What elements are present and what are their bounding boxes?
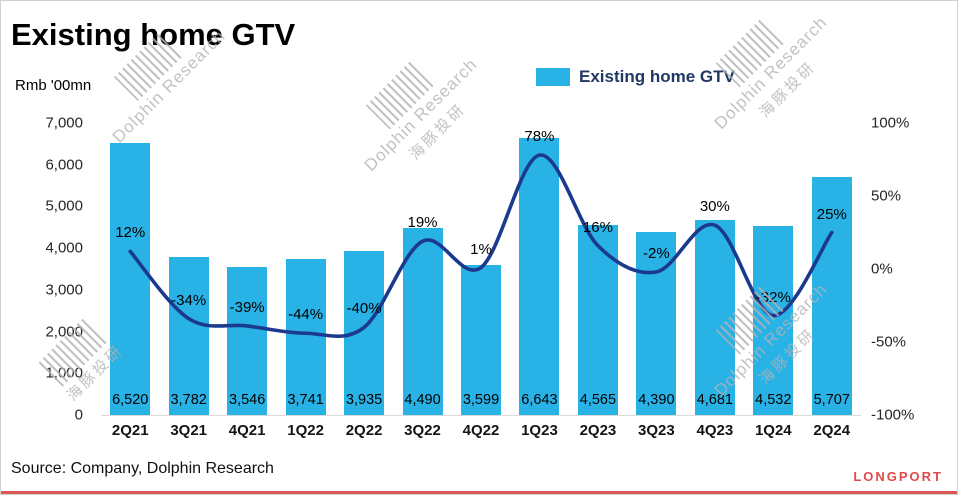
bar-value-label: 4,490 (404, 392, 441, 408)
x-axis-label: 1Q23 (521, 422, 558, 439)
growth-line-path (128, 153, 834, 339)
watermark-barcode (365, 59, 437, 130)
x-axis-label: 3Q22 (404, 422, 441, 439)
bar-4Q21 (227, 267, 268, 415)
bar-value-label: 3,935 (345, 392, 383, 408)
line-value-label: 25% (816, 205, 847, 223)
line-value-label: -32% (755, 288, 791, 306)
line-value-label: -34% (171, 291, 207, 309)
line-value-label: -2% (643, 244, 670, 262)
bottom-accent-line (1, 491, 957, 494)
source-note: Source: Company, Dolphin Research (11, 460, 274, 477)
left-axis-tick: 4,000 (45, 239, 83, 257)
right-axis-tick: 0% (871, 260, 893, 278)
y-axis-unit-label: Rmb '00mn (15, 77, 92, 94)
longport-logo: LONGPORT (853, 469, 943, 484)
bar-value-label: 3,741 (287, 392, 324, 408)
x-axis-label: 3Q21 (170, 422, 208, 439)
left-axis-tick: 5,000 (45, 197, 83, 215)
plot-area: 6,520 3,782 3,546 3,741 3,935 4,490 3,599 6,643… (101, 123, 861, 416)
right-axis-tick: 100% (871, 114, 910, 132)
line-value-label: 19% (407, 214, 438, 232)
x-axis: 2Q21 3Q21 4Q21 1Q22 2Q22 3Q22 4Q22 1Q23 2Q23 3Q23… (101, 422, 861, 444)
bar-value-label: 3,546 (229, 392, 266, 408)
line-value-label: -44% (288, 306, 324, 324)
line-value-label: 78% (524, 128, 555, 146)
left-axis: 7,000 6,000 5,000 4,000 3,000 2,000 1,000 0 (1, 115, 93, 424)
bar-value-label: 4,565 (579, 392, 617, 408)
bar-value-label: 4,390 (638, 392, 675, 408)
x-axis-label: 4Q22 (462, 422, 500, 439)
left-axis-tick: 6,000 (45, 156, 83, 174)
bar-2Q24 (811, 176, 852, 415)
x-axis-label: 4Q23 (696, 422, 734, 439)
left-axis-tick: 1,000 (45, 364, 83, 382)
growth-line (128, 153, 834, 339)
left-axis-tick: 7,000 (45, 114, 83, 132)
left-axis-tick: 0 (74, 406, 83, 424)
left-axis-tick: 2,000 (45, 323, 83, 341)
bar-value-label: 6,643 (521, 392, 558, 408)
bar-2Q21 (110, 143, 151, 415)
x-axis-label: 1Q22 (287, 422, 324, 439)
legend-label: Existing home GTV (579, 67, 735, 86)
x-axis-label: 2Q21 (111, 422, 149, 439)
x-axis-label: 2Q22 (345, 422, 383, 439)
bar-1Q22 (285, 258, 326, 415)
legend: Existing home GTV (536, 67, 735, 87)
bar-value-label: 4,532 (755, 392, 792, 408)
bar-1Q23 (519, 137, 560, 415)
legend-swatch-existing-home-gtv (536, 68, 570, 86)
bar-3Q22 (402, 227, 443, 415)
x-axis-label: 4Q21 (228, 422, 266, 439)
line-value-label: 1% (470, 240, 492, 258)
right-axis: 100% 50% 0% -50% -100% (869, 115, 955, 424)
right-axis-tick: -50% (871, 333, 907, 351)
line-value-label: 16% (582, 218, 613, 236)
bar-value-label: 3,782 (170, 392, 207, 408)
line-value-label: -40% (346, 300, 382, 318)
x-axis-label: 1Q24 (754, 422, 792, 439)
right-axis-tick: -100% (871, 406, 915, 424)
x-axis-label: 2Q23 (579, 422, 617, 439)
line-value-label: 30% (699, 198, 730, 216)
watermark-text-zh: 海豚投研 (756, 58, 820, 122)
bar-4Q22 (461, 264, 501, 415)
line-value-label: 12% (115, 224, 146, 242)
x-axis-label: 3Q23 (638, 422, 675, 439)
x-axis-label: 2Q24 (813, 422, 851, 439)
right-axis-tick: 50% (871, 187, 902, 205)
bar-3Q21 (168, 257, 209, 415)
bar-value-label: 5,707 (813, 392, 850, 408)
left-axis-tick: 3,000 (45, 281, 83, 299)
bar-value-label: 6,520 (112, 392, 149, 408)
chart-title: Existing home GTV (11, 17, 296, 52)
bar-value-label: 3,599 (462, 392, 500, 408)
bar-value-label: 4,681 (696, 392, 733, 408)
line-value-label: -39% (229, 298, 265, 316)
